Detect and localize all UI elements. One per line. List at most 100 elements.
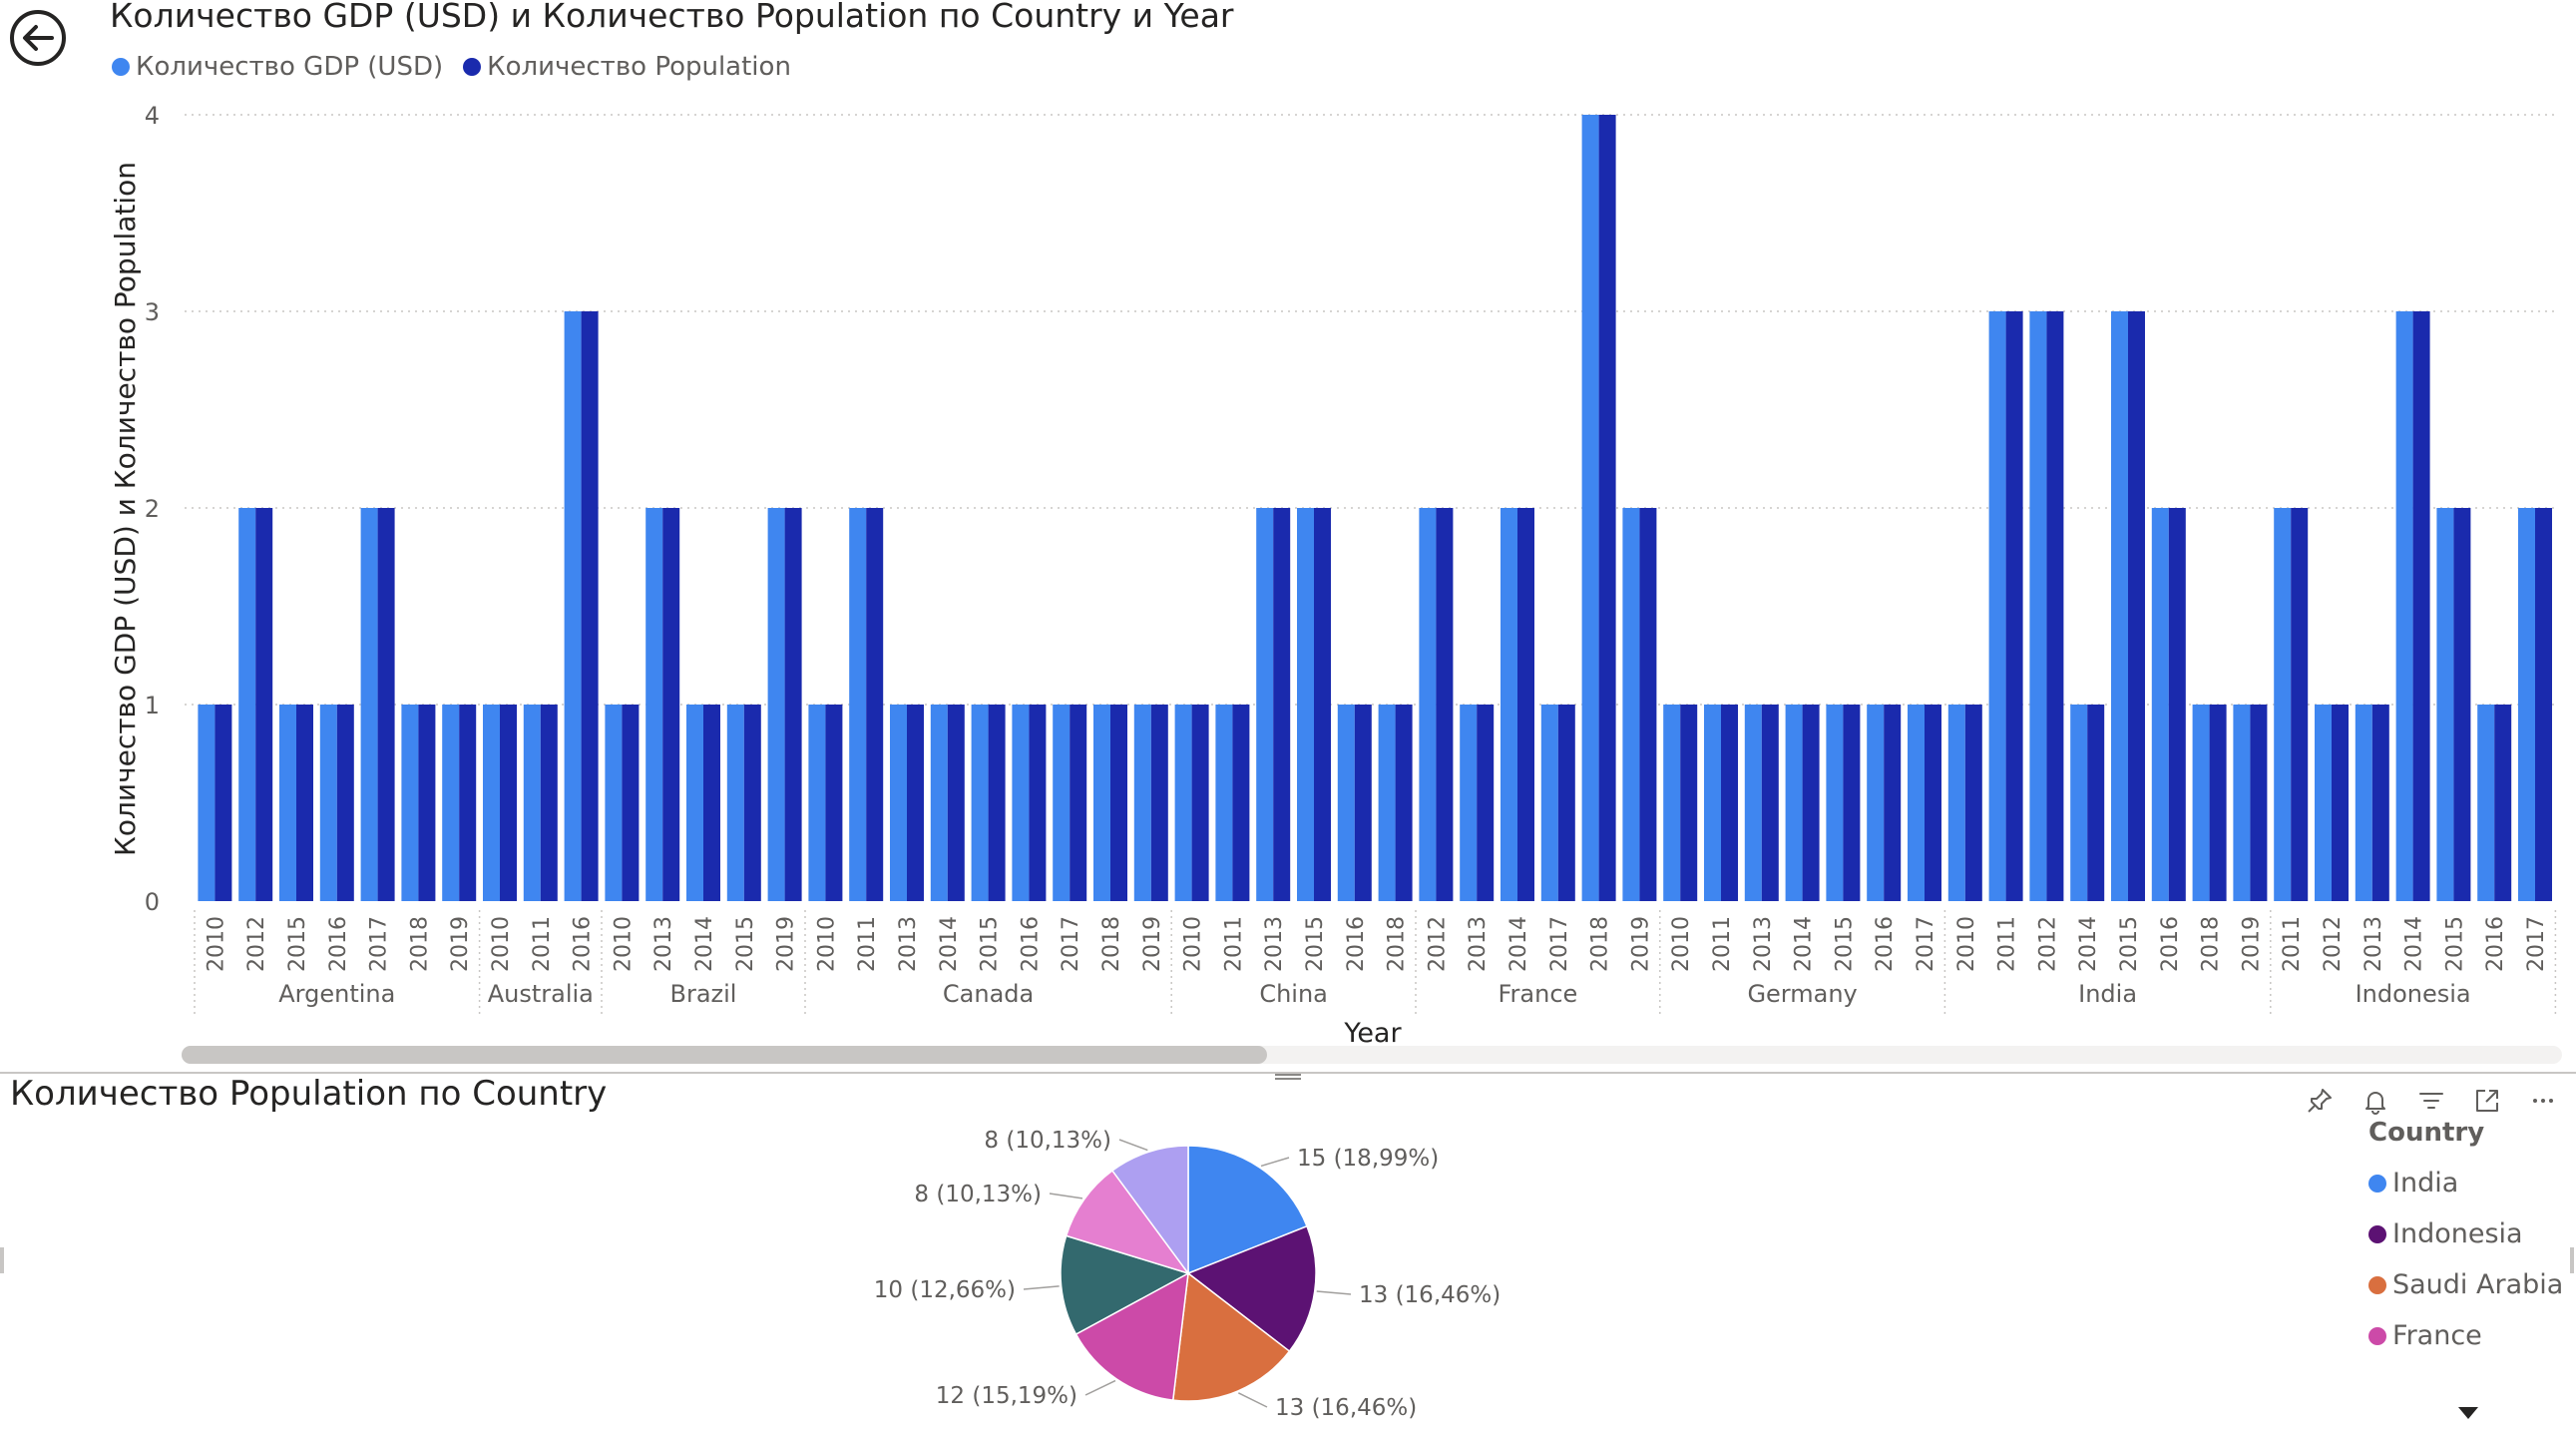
legend-marker-population: [463, 58, 482, 76]
legend-marker-indonesia: [2368, 1224, 2386, 1243]
pie-data-label: 15 (18,99%): [1297, 1146, 1439, 1172]
bar-gdp: [2315, 705, 2332, 901]
x-tick-label: 2015: [2117, 916, 2142, 972]
pie-slice: [1060, 1234, 1190, 1336]
y-tick-label: 2: [145, 495, 160, 523]
x-tick-label: 2014: [692, 916, 717, 972]
bar-gdp: [2436, 508, 2454, 901]
pie-slice: [1065, 1170, 1190, 1275]
bar-population: [703, 705, 720, 901]
bar-gdp: [605, 705, 623, 901]
bar-gdp: [1215, 705, 1233, 901]
x-tick-label: 2018: [407, 916, 432, 972]
bar-population: [1925, 705, 1941, 901]
alert-button[interactable]: [2359, 1084, 2392, 1118]
x-tick-label: 2012: [2321, 916, 2346, 972]
chevron-down-icon[interactable]: [2458, 1407, 2478, 1419]
pin-button[interactable]: [2303, 1084, 2337, 1118]
pie-leader-line: [1049, 1193, 1083, 1199]
legend-label-saudi-arabia: Saudi Arabia: [2392, 1269, 2564, 1300]
bar-gdp: [564, 311, 582, 901]
x-tick-label: 2016: [571, 916, 596, 972]
bar-gdp: [971, 705, 989, 901]
bar-chart-legend: Количество GDP (USD) Количество Populati…: [112, 52, 791, 82]
bar-population: [1598, 115, 1616, 901]
bar-population: [1273, 508, 1291, 901]
bar-gdp: [1133, 705, 1151, 901]
legend-label-indonesia: Indonesia: [2392, 1218, 2523, 1249]
x-tick-label: 2010: [1181, 916, 1206, 972]
x-tick-label: 2014: [1792, 916, 1817, 972]
visual-left-edge-handle[interactable]: [0, 1247, 4, 1273]
x-tick-label: 2019: [448, 916, 473, 972]
legend-item-indonesia[interactable]: Indonesia: [2368, 1208, 2563, 1259]
back-arrow-icon: [10, 10, 66, 66]
bar-gdp: [767, 508, 785, 901]
bar-population: [418, 705, 436, 901]
x-tick-label: 2010: [611, 916, 636, 972]
x-tick-label: 2012: [244, 916, 269, 972]
country-label: Australia: [488, 980, 594, 1008]
bar-gdp: [442, 705, 460, 901]
legend-item-france[interactable]: France: [2368, 1310, 2563, 1361]
bar-population: [2453, 508, 2471, 901]
visual-right-edge-handle[interactable]: [2570, 1247, 2574, 1273]
bar-population: [2087, 705, 2105, 901]
x-tick-label: 2013: [651, 916, 676, 972]
x-tick-label: 2015: [978, 916, 1003, 972]
legend-item-population[interactable]: Количество Population: [463, 52, 791, 82]
bar-population: [2371, 705, 2389, 901]
horizontal-scrollbar-thumb[interactable]: [182, 1046, 1267, 1064]
bar-gdp: [1337, 705, 1355, 901]
pie-leader-line: [1316, 1290, 1352, 1295]
bar-gdp: [2070, 705, 2088, 901]
bar-population: [988, 705, 1006, 901]
country-label: France: [1498, 980, 1577, 1008]
bar-gdp: [1704, 705, 1721, 901]
filter-button[interactable]: [2414, 1084, 2448, 1118]
x-tick-label: 2014: [937, 916, 962, 972]
bar-gdp: [1663, 705, 1681, 901]
pie-slice: [1074, 1271, 1189, 1401]
bar-population: [907, 705, 924, 901]
bar-gdp: [2355, 705, 2372, 901]
legend-item-saudi-arabia[interactable]: Saudi Arabia: [2368, 1259, 2563, 1310]
legend-item-gdp[interactable]: Количество GDP (USD): [112, 52, 443, 82]
back-button[interactable]: [8, 8, 68, 68]
country-label: Canada: [943, 980, 1034, 1008]
visual-divider: [0, 1072, 2576, 1074]
resize-handle[interactable]: [1275, 1072, 1301, 1082]
bar-population: [1314, 508, 1331, 901]
x-tick-label: 2018: [1099, 916, 1124, 972]
x-tick-label: 2013: [2361, 916, 2386, 972]
more-options-button[interactable]: [2526, 1084, 2560, 1118]
focus-mode-button[interactable]: [2470, 1084, 2504, 1118]
bar-gdp: [808, 705, 826, 901]
pie-leader-line: [1118, 1139, 1148, 1152]
x-tick-label: 2017: [367, 916, 392, 972]
bar-gdp: [1581, 115, 1599, 901]
bar-gdp: [2233, 705, 2251, 901]
bar-population: [825, 705, 843, 901]
bar-gdp: [686, 705, 703, 901]
bar-gdp: [2192, 705, 2210, 901]
bar-population: [1802, 705, 1820, 901]
pie-slice: [1187, 1145, 1308, 1275]
legend-label-india: India: [2392, 1168, 2459, 1198]
x-tick-label: 2016: [1344, 916, 1369, 972]
x-tick-label: 2010: [204, 916, 228, 972]
bar-population: [581, 311, 599, 901]
country-label: India: [2078, 980, 2137, 1008]
bar-chart-title: Количество GDP (USD) и Количество Popula…: [110, 0, 1234, 35]
bar-gdp: [360, 508, 378, 901]
legend-item-india[interactable]: India: [2368, 1158, 2563, 1208]
pie-leader-line: [1084, 1379, 1116, 1396]
bar-gdp: [890, 705, 907, 901]
y-tick-label: 4: [145, 102, 160, 130]
bar-population: [500, 705, 517, 901]
bar-gdp: [1419, 508, 1437, 901]
x-tick-label: 2016: [2158, 916, 2183, 972]
bar-population: [1110, 705, 1127, 901]
bar-population: [1639, 508, 1657, 901]
legend-marker-gdp: [112, 58, 130, 76]
